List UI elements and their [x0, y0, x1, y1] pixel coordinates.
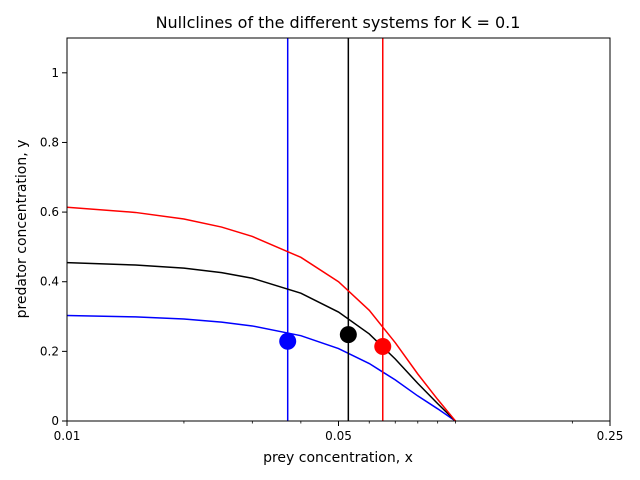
y-tick-label-0: 0: [51, 414, 59, 428]
prey-nullcline-2: [67, 206, 457, 421]
plot-area: [67, 38, 457, 421]
y-axis-label: predator concentration, y: [14, 140, 30, 319]
x-tick-label-2: 0.25: [597, 429, 624, 443]
y-tick-label-1: 0.2: [40, 344, 59, 358]
axis-ticks: 0.01 0.05 0.25 0 0.2 0.4 0.6 0.8 1: [40, 66, 623, 443]
y-tick-label-2: 0.4: [40, 275, 59, 289]
x-tick-label-1: 0.05: [325, 429, 352, 443]
equilibrium-point-1: [339, 326, 357, 344]
chart-title: Nullclines of the different systems for …: [156, 13, 521, 32]
equilibrium-point-0: [279, 332, 297, 350]
y-tick-label-5: 1: [51, 66, 59, 80]
y-tick-label-3: 0.6: [40, 205, 59, 219]
prey-nullcline-0: [67, 314, 456, 421]
equilibrium-point-2: [374, 337, 392, 355]
x-axis-label: prey concentration, x: [263, 450, 413, 466]
plot-frame: [66, 37, 611, 422]
prey-nullcline-1: [67, 261, 456, 421]
y-tick-label-4: 0.8: [40, 135, 59, 149]
x-tick-label-0: 0.01: [54, 429, 81, 443]
